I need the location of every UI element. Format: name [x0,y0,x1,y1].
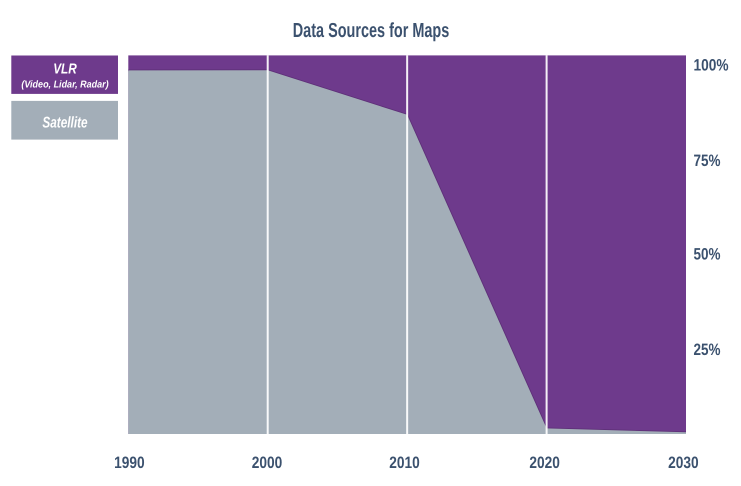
svg-text:Satellite: Satellite [42,114,87,131]
svg-text:50%: 50% [694,246,721,264]
svg-text:1990: 1990 [114,454,145,472]
svg-text:2030: 2030 [668,454,699,472]
svg-text:Data Sources for Maps: Data Sources for Maps [293,20,450,42]
svg-text:(Video, Lidar, Radar): (Video, Lidar, Radar) [21,79,109,90]
svg-text:2010: 2010 [389,454,420,472]
svg-text:2020: 2020 [529,454,560,472]
svg-text:75%: 75% [694,152,721,170]
svg-text:VLR: VLR [53,61,77,77]
svg-text:100%: 100% [694,56,729,74]
svg-text:2000: 2000 [252,454,283,472]
svg-text:25%: 25% [694,341,721,359]
